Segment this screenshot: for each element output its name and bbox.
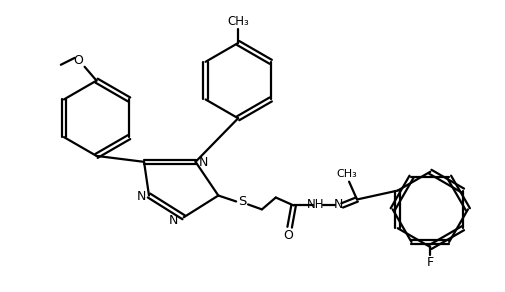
Text: N: N [169, 214, 178, 227]
Text: N: N [333, 198, 342, 211]
Text: N: N [198, 156, 208, 169]
Text: S: S [237, 195, 246, 208]
Text: O: O [74, 54, 83, 67]
Text: F: F [426, 256, 433, 270]
Text: CH₃: CH₃ [227, 15, 248, 28]
Text: CH₃: CH₃ [336, 169, 357, 179]
Text: O: O [283, 229, 293, 242]
Text: NH: NH [306, 198, 324, 211]
Text: N: N [136, 190, 145, 203]
